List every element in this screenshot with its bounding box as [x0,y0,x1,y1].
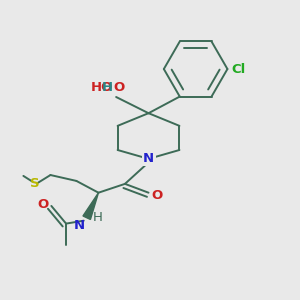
Polygon shape [83,193,98,220]
Text: N: N [74,219,85,232]
Text: O: O [152,188,163,202]
Text: N: N [143,152,154,165]
Text: Cl: Cl [232,62,246,76]
Text: S: S [30,177,39,190]
Text: H: H [93,211,103,224]
Text: O: O [37,198,48,211]
Text: HO: HO [91,81,113,94]
Text: H: H [102,81,113,94]
Text: O: O [113,81,124,94]
